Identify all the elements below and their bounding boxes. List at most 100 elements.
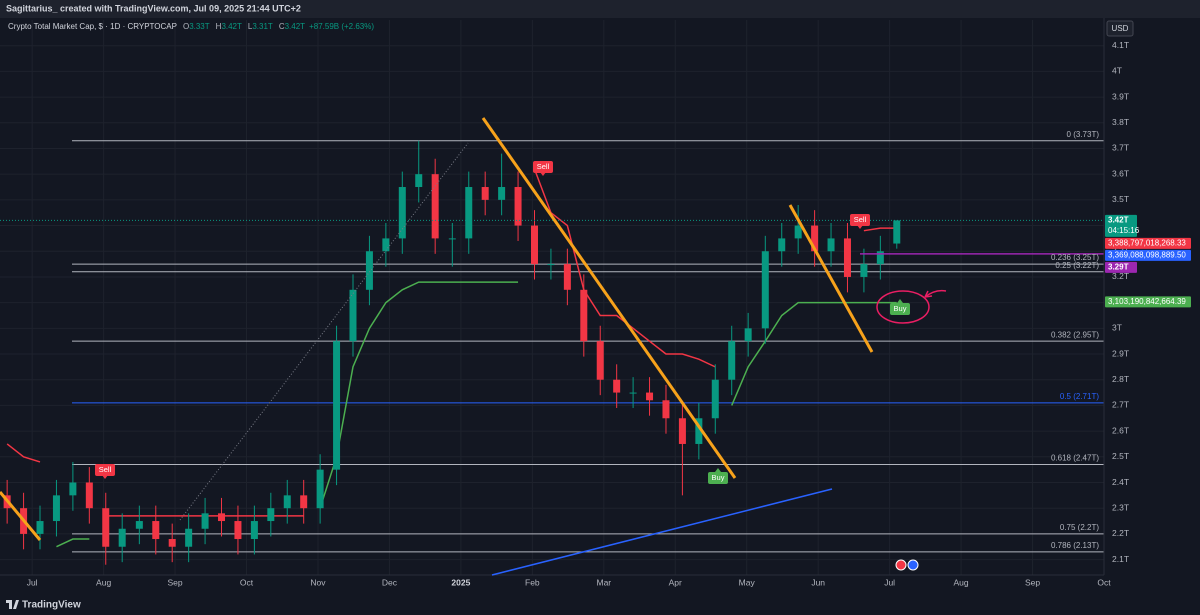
x-tick-label: Jul [884,577,895,587]
candle-body [135,521,143,529]
trendline [788,204,874,353]
candle-body [695,418,703,444]
candle-body [316,469,324,509]
candle-body [613,379,621,393]
candle-body [860,264,868,277]
x-tick-label: Apr [669,577,682,587]
candle-body [498,187,506,200]
candle-body [69,482,77,496]
candle-body [36,521,44,534]
candle-body [827,238,835,252]
y-tick-label: 2.9T [1112,348,1129,358]
candle-body [465,187,473,239]
header-bar [0,0,1200,18]
y-tick-label: 3.6T [1112,168,1129,178]
brand-logo [6,600,19,609]
candle-body [514,187,522,226]
candle-body [794,225,802,239]
y-tick-label: 3T [1112,323,1122,333]
currency-box[interactable] [1106,20,1134,37]
event-icons[interactable] [895,559,919,571]
highlight-arrow [924,289,947,298]
candle-body [711,379,719,419]
candle-body [283,495,291,509]
candle-body [843,238,851,277]
candle-body [415,174,423,188]
candle-body [778,238,786,252]
y-tick-label: 2.5T [1112,451,1129,461]
highlight-circle [876,290,930,324]
legend-value: 3.33T [189,22,210,31]
x-tick-label: Jul [27,577,38,587]
candle-body [300,495,308,509]
fib-label: 0.382 (2.95T) [1051,330,1099,339]
x-tick-label: Sep [1025,577,1040,587]
x-tick-label: Feb [525,577,540,587]
candle-body [365,251,373,290]
brand: TradingView [22,600,81,611]
signal: Buy [708,468,728,484]
event-icon[interactable] [895,559,907,571]
price-label-box [1105,249,1191,261]
candle-body [267,508,275,522]
signal: Buy [890,299,910,315]
candle-body [629,392,637,394]
price-countdown: 04:15:16 [1108,226,1140,235]
y-tick-label: 2.3T [1112,502,1129,512]
signal-label: Buy [894,304,907,313]
x-tick-label: Oct [1097,577,1111,587]
y-tick-label: 3.2T [1112,271,1129,281]
price-label-box [1105,237,1191,249]
candle-body [431,174,439,239]
candle-body [744,328,752,342]
price-label: 3.29T [1108,263,1129,272]
candle-body [811,225,819,252]
signal-box [95,464,115,476]
candle-body [646,392,654,401]
candle-body [102,508,110,547]
price-label-box [1105,214,1137,237]
candle-body [118,528,126,547]
signal-box [890,303,910,315]
signal-label: Sell [854,215,867,224]
fib-label: 0.618 (2.47T) [1051,454,1099,463]
legend-value: 3.42T [285,22,306,31]
trend-band [56,281,897,548]
fib-label: 0.25 (3.22T) [1055,261,1099,270]
price-label: 3.42T [1108,216,1129,225]
x-tick-label: Sep [168,577,183,587]
candle-body [530,225,538,265]
legend-value: 3.31T [252,22,273,31]
x-tick-label: Nov [310,577,326,587]
y-tick-label: 2.2T [1112,528,1129,538]
x-tick-label: Oct [240,577,254,587]
x-tick-label: Aug [96,577,111,587]
candle-body [250,521,258,540]
price-label-box [1105,296,1191,308]
candle-body [52,495,60,522]
candle-body [876,251,884,265]
header-title: Sagittarius_ created with TradingView.co… [6,3,301,13]
currency: USD [1112,24,1129,33]
fib-label: 0.786 (2.13T) [1051,541,1099,550]
y-tick-label: 2.7T [1112,400,1129,410]
legend-key: H [216,22,222,31]
candle-body [234,521,242,540]
event-icon[interactable] [907,559,919,571]
fib-label: 0.5 (2.71T) [1060,392,1099,401]
fib-label: 0 (3.73T) [1067,130,1100,139]
price-label: 3,103,190,842,664.39 [1108,297,1186,306]
candle-body [893,220,901,244]
candle-body [168,539,176,547]
candle-body [349,289,357,342]
fib-label: 0.236 (3.25T) [1051,253,1099,262]
y-tick-label: 3.8T [1112,117,1129,127]
y-tick-label: 3.9T [1112,91,1129,101]
legend-key: C [279,22,285,31]
candle-body [398,187,406,239]
signal-label: Buy [712,473,725,482]
price-label-box [1105,261,1137,273]
signal-label: Sell [537,162,550,171]
